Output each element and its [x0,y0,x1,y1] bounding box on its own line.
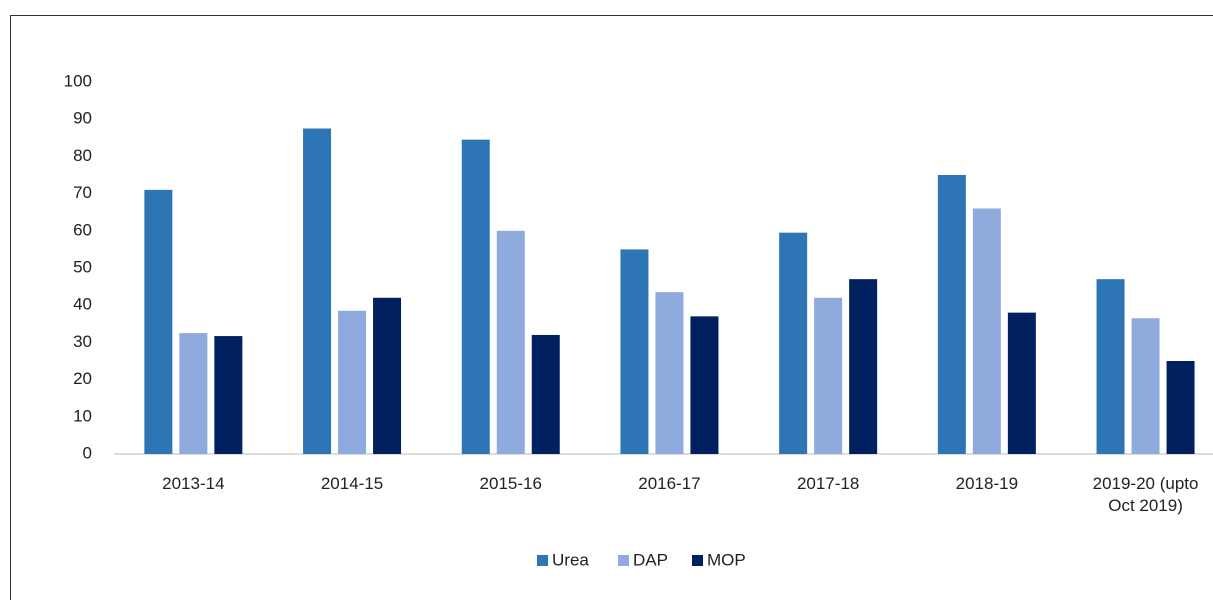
y-tick-label: 20 [73,369,92,388]
x-tick-label: 2016-17 [638,474,701,493]
bar [814,297,843,454]
legend-swatch [692,555,703,566]
legend-label: Urea [552,550,589,569]
bar [1166,361,1195,454]
bar [972,208,1001,454]
bar [1131,318,1160,454]
bar [496,230,525,454]
bar [144,189,173,454]
y-tick-label: 30 [73,332,92,351]
bar [620,249,649,454]
y-tick-label: 0 [83,443,92,462]
y-tick-label: 50 [73,257,92,276]
legend-label: DAP [633,550,668,569]
y-tick-label: 80 [73,146,92,165]
y-tick-label: 90 [73,109,92,128]
bar [214,336,243,454]
y-tick-label: 60 [73,220,92,239]
bar [338,310,367,454]
bar [179,333,208,454]
bar [373,297,402,454]
x-tick-label: 2014-15 [320,474,384,493]
legend-swatch [618,555,629,566]
bar [303,128,332,454]
x-tick-label: 2019-20 (upto Oct 2019) [1092,474,1199,515]
x-tick-label: 2015-16 [479,474,542,493]
y-tick-label: 70 [73,183,92,202]
legend-swatch [537,555,548,566]
bar [1007,312,1036,454]
legend-label: MOP [707,550,746,569]
x-tick-label: 2013-14 [162,474,225,493]
bar [779,232,808,454]
y-tick-label: 40 [73,295,92,314]
frame [10,15,1213,600]
x-tick-label: 2018-19 [955,474,1019,493]
bar [690,316,719,454]
bar [937,175,966,454]
x-tick-label: 2017-18 [796,474,860,493]
y-tick-label: 100 [64,71,92,90]
y-tick-label: 10 [73,406,92,425]
bar [655,292,684,454]
bar [461,139,490,454]
bar [849,279,878,454]
bar [1096,279,1125,454]
bar [531,334,560,454]
